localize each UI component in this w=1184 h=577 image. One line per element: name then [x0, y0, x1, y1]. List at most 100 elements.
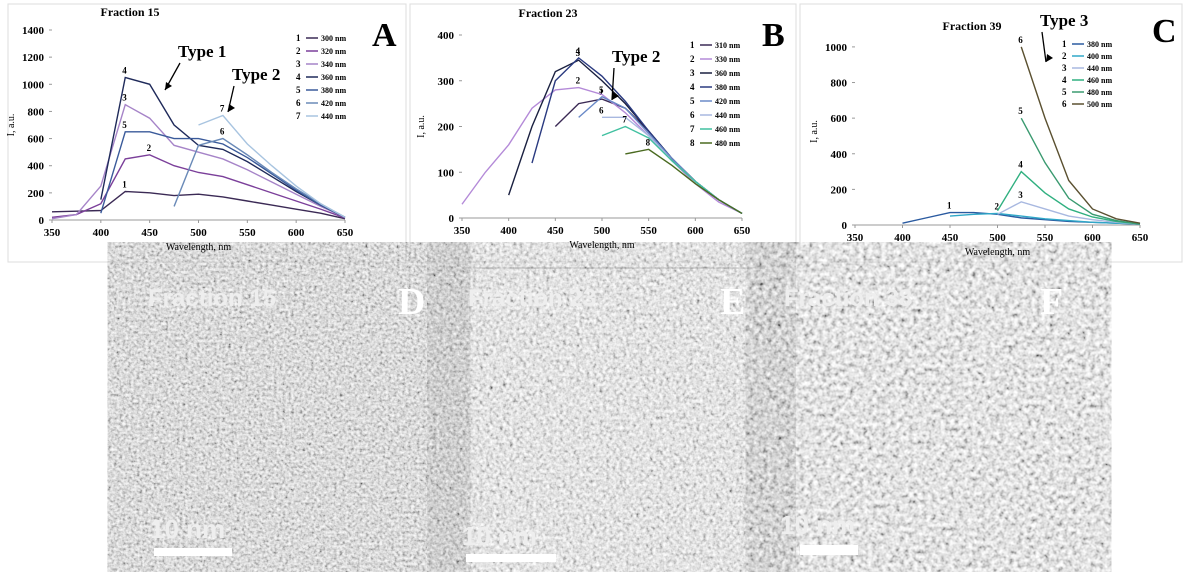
y-tick-label: 0: [39, 215, 45, 227]
panel-letter: F: [1040, 281, 1063, 323]
legend-label: 480 nm: [1087, 88, 1112, 97]
curve-label: 1: [599, 87, 604, 97]
series-line: [949, 212, 1141, 225]
annotation: Type 1: [178, 42, 226, 61]
legend-number: 6: [296, 98, 301, 108]
x-tick-label: 600: [687, 225, 704, 237]
panel-frame: [799, 3, 1183, 263]
x-tick-label: 650: [337, 227, 354, 239]
y-axis-label: I, a.u.: [6, 114, 17, 137]
x-tick-label: 350: [44, 227, 61, 239]
y-tick-label: 600: [831, 113, 848, 125]
image-title: Fraction 38: [784, 285, 912, 312]
legend-label: 340 nm: [321, 60, 346, 69]
x-axis-label: Wavelength, nm: [569, 240, 635, 251]
x-tick-label: 550: [239, 227, 256, 239]
curve-label: 6: [220, 127, 225, 137]
x-tick-label: 350: [454, 225, 471, 237]
y-tick-label: 400: [438, 30, 455, 42]
x-tick-label: 600: [288, 227, 305, 239]
legend-number: 5: [1062, 87, 1067, 97]
panel-letter: C: [1152, 13, 1177, 50]
series-line: [198, 114, 346, 218]
panel-frame: [409, 3, 797, 263]
curve-label: 2: [995, 201, 1000, 211]
curve-label: 4: [122, 66, 127, 76]
legend-number: 7: [296, 111, 301, 121]
scale-bar: [154, 548, 232, 556]
x-tick-label: 550: [640, 225, 657, 237]
y-tick-label: 100: [438, 167, 455, 179]
panel-letter: A: [372, 17, 397, 54]
series-line: [996, 170, 1141, 225]
legend-label: 360 nm: [321, 73, 346, 82]
x-tick-label: 450: [942, 232, 959, 244]
x-tick-label: 450: [547, 225, 564, 237]
image-title: Fraction 23: [468, 285, 596, 312]
scale-bar: [466, 554, 556, 562]
x-tick-label: 650: [734, 225, 751, 237]
x-axis-label: Wavelength, nm: [166, 242, 232, 253]
x-tick-label: 550: [1037, 232, 1054, 244]
legend-number: 3: [690, 68, 695, 78]
image-title: Fraction 15: [148, 285, 276, 312]
curve-label: 4: [576, 46, 581, 56]
legend-number: 2: [690, 54, 695, 64]
legend-number: 1: [296, 33, 301, 43]
tem-texture: [458, 272, 765, 572]
legend-number: 7: [690, 124, 695, 134]
annotation: Type 3: [1040, 11, 1088, 30]
curve-label: 6: [599, 105, 604, 115]
curve-label: 5: [122, 120, 127, 130]
curve-label: 2: [576, 76, 581, 86]
y-tick-label: 600: [28, 134, 45, 146]
series-line: [1020, 117, 1141, 225]
annotation-arrow: [611, 67, 615, 101]
legend-number: 8: [690, 138, 695, 148]
tem-image: Fraction 23 E 10 nm: [458, 272, 765, 572]
legend-number: 6: [690, 110, 695, 120]
y-tick-label: 400: [831, 149, 848, 161]
curve-label: 6: [1018, 35, 1023, 45]
legend-label: 330 nm: [715, 55, 740, 64]
legend-label: 380 nm: [321, 86, 346, 95]
curve-label: 3: [122, 93, 127, 103]
x-tick-label: 400: [500, 225, 517, 237]
legend-label: 360 nm: [715, 69, 740, 78]
series-line: [100, 76, 346, 218]
arrow-head: [228, 104, 235, 112]
legend-label: 310 nm: [715, 41, 740, 50]
legend-label: 440 nm: [715, 111, 740, 120]
curve-label: 5: [1018, 106, 1023, 116]
panel-letter: E: [720, 281, 745, 323]
y-tick-label: 200: [28, 188, 45, 200]
annotation-arrow: [1041, 31, 1047, 63]
series-line: [100, 131, 346, 218]
legend-label: 480 nm: [715, 139, 740, 148]
y-tick-label: 1000: [825, 42, 848, 54]
x-tick-label: 400: [894, 232, 911, 244]
y-tick-label: 0: [842, 220, 848, 232]
series-line: [1020, 46, 1141, 224]
legend-label: 500 nm: [1087, 100, 1112, 109]
curve-label: 1: [122, 180, 127, 190]
arrow-head: [165, 82, 172, 90]
legend-number: 6: [1062, 99, 1067, 109]
legend-label: 460 nm: [715, 125, 740, 134]
y-tick-label: 400: [28, 161, 45, 173]
y-axis-label: I, a.u.: [809, 120, 820, 143]
legend-number: 5: [690, 96, 695, 106]
x-tick-label: 500: [989, 232, 1006, 244]
legend-label: 440 nm: [1087, 64, 1112, 73]
tem-image: Fraction 15 D 10 nm: [138, 272, 440, 572]
series-line: [531, 56, 743, 215]
annotation: Type 2: [612, 47, 660, 66]
scale-label: 10 nm: [150, 514, 225, 544]
scale-label: 10 nm: [462, 521, 537, 551]
scale-bar: [800, 545, 858, 555]
legend-label: 320 nm: [321, 47, 346, 56]
arrow-head: [1046, 54, 1053, 62]
y-tick-label: 200: [438, 122, 455, 134]
series-line: [51, 190, 346, 220]
